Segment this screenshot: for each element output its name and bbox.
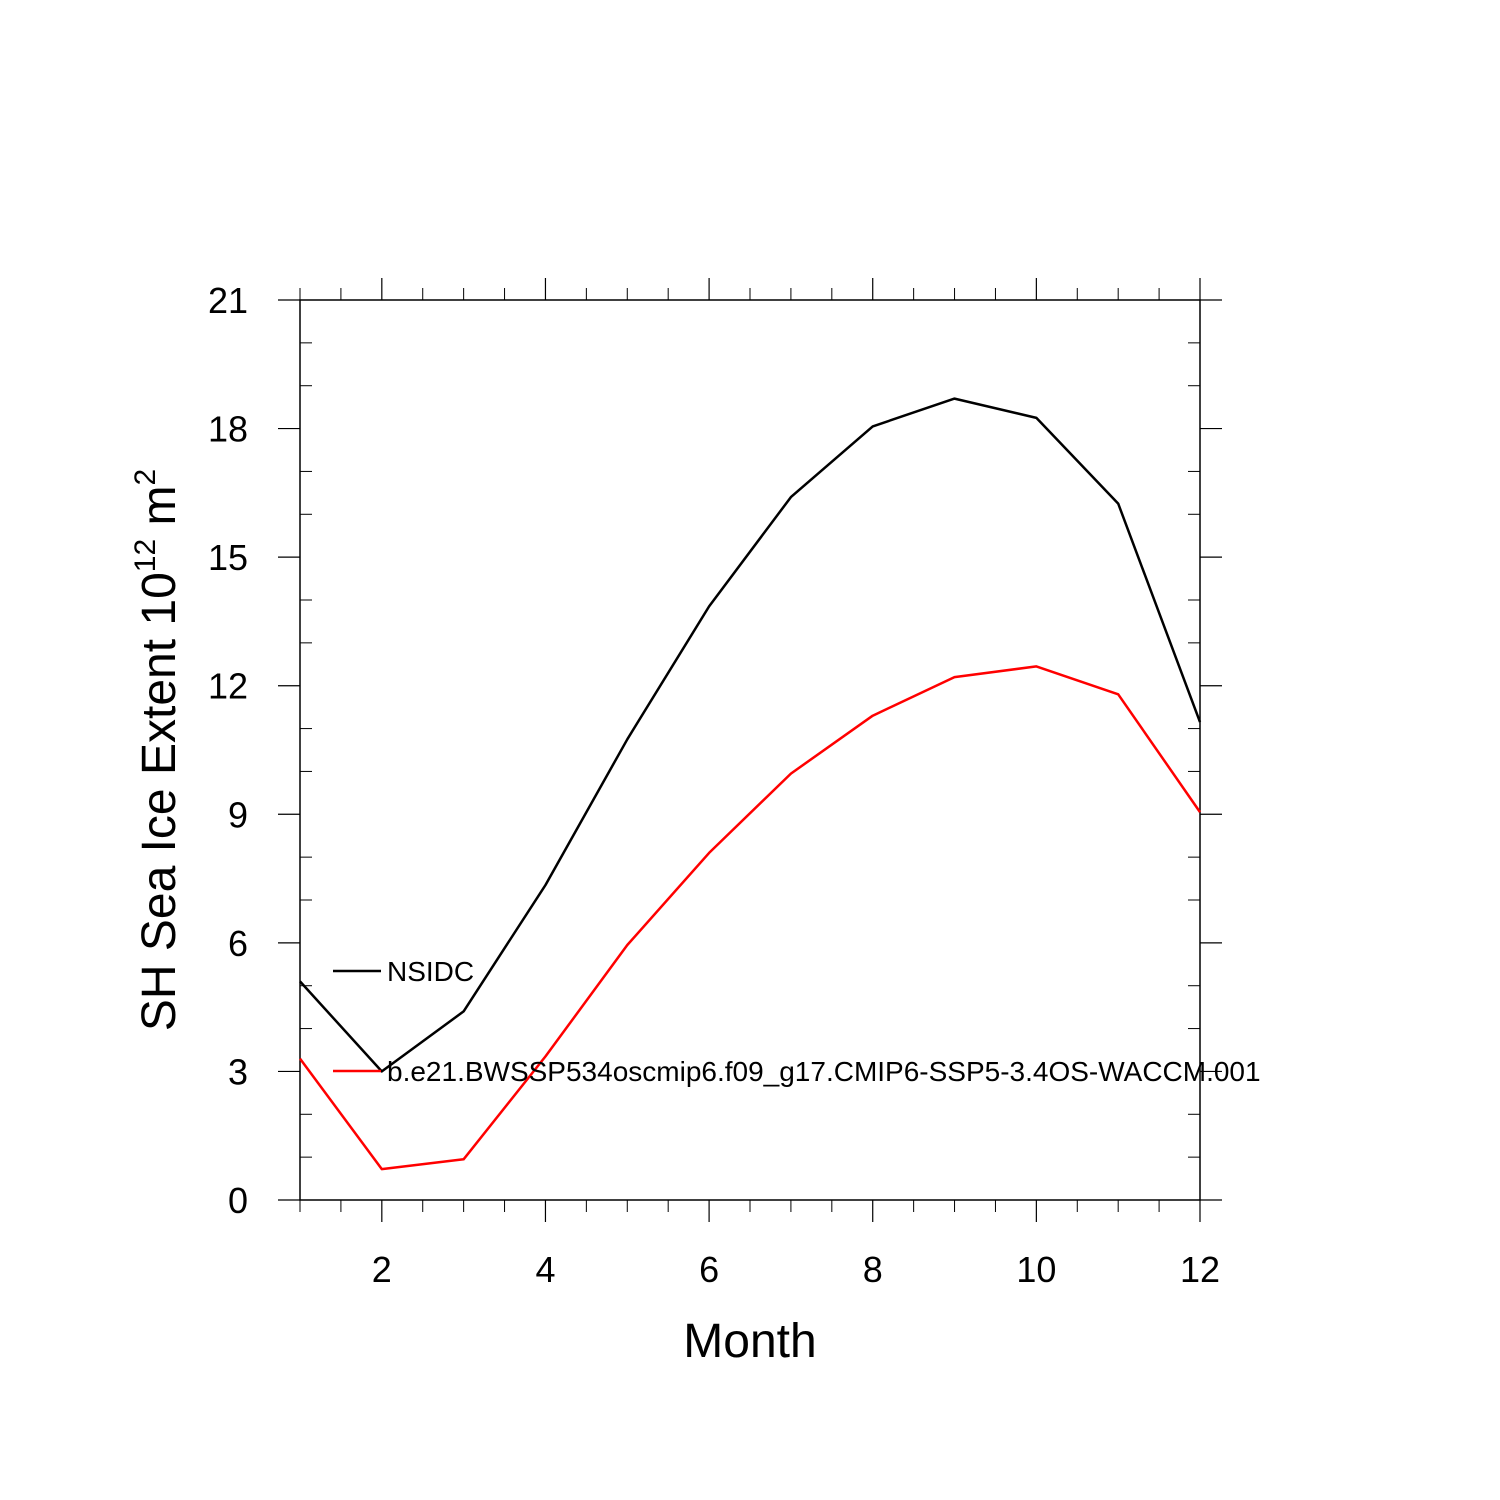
y-tick-label: 21: [208, 280, 248, 321]
x-axis-title: Month: [683, 1315, 816, 1368]
legend: NSIDC b.e21.BWSSP534oscmip6.f09_g17.CMIP6…: [333, 956, 1261, 1087]
y-axis-title: SH Sea Ice Extent 1012 m2: [129, 469, 186, 1031]
series-layer: [298, 397, 1202, 1171]
x-tick-label: 12: [1180, 1249, 1220, 1290]
x-tick-label: 6: [699, 1249, 719, 1290]
y-axis-title-unit: m: [133, 486, 186, 539]
y-tick-label: 0: [228, 1180, 248, 1221]
legend-label-2: b.e21.BWSSP534oscmip6.f09_g17.CMIP6-SSP5…: [387, 1056, 1261, 1087]
y-axis-title-exponent: 12: [129, 539, 162, 572]
x-tick-label: 8: [863, 1249, 883, 1290]
legend-label-1: NSIDC: [387, 956, 474, 987]
y-axis-title-main: SH Sea Ice Extent 10: [133, 572, 186, 1031]
series-line-2: [298, 665, 1202, 1171]
y-tick-label: 6: [228, 923, 248, 964]
y-axis-title-unit-exponent: 2: [129, 469, 162, 486]
y-tick-label: 18: [208, 409, 248, 450]
x-tick-label: 4: [535, 1249, 555, 1290]
x-tick-label: 10: [1016, 1249, 1056, 1290]
y-tick-label: 3: [228, 1051, 248, 1092]
y-tick-label: 9: [228, 794, 248, 835]
y-tick-label: 12: [208, 666, 248, 707]
series-line-1: [299, 397, 1202, 1073]
y-tick-label: 15: [208, 537, 248, 578]
x-tick-label: 2: [372, 1249, 392, 1290]
